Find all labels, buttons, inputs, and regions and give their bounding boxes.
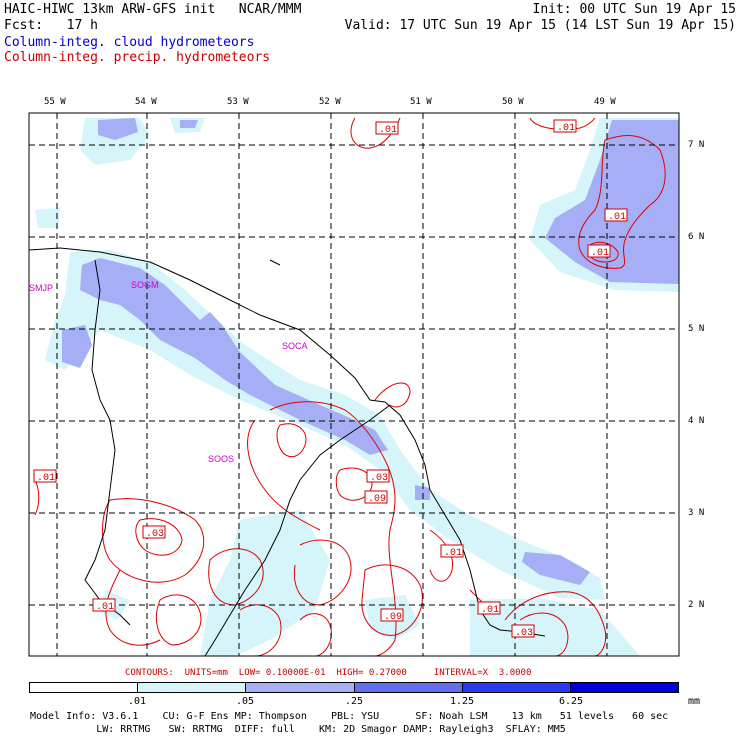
cloud-shade-light xyxy=(35,208,60,228)
contour-value-labels: .01 .01 .01 .01 .01 .03 .09 .03 .01 .01 … xyxy=(33,119,628,639)
model-info-line1: Model Info: V3.6.1 CU: G-F Ens MP: Thomp… xyxy=(30,711,669,722)
model-info-line2: LW: RRTMG SW: RRTMG DIFF: full KM: 2D Sm… xyxy=(30,724,566,735)
contour-label: .01 xyxy=(591,248,609,259)
contour-label: .03 xyxy=(515,628,533,639)
lat-label: 3 N xyxy=(688,508,705,518)
lon-label: 52 W xyxy=(319,97,341,107)
lon-label: 50 W xyxy=(502,97,524,107)
lon-label: 51 W xyxy=(410,97,432,107)
station-label: SMJP xyxy=(29,283,53,293)
cloud-shade-medium xyxy=(522,552,590,585)
colorbar-label: .05 xyxy=(235,696,255,707)
colorbar-bin xyxy=(138,683,247,692)
colorbar-unit: mm xyxy=(687,696,701,707)
cloud-shade-medium xyxy=(62,325,92,368)
lon-label: 49 W xyxy=(594,97,616,107)
contour-label: .09 xyxy=(368,494,386,505)
contour-label: .01 xyxy=(96,602,114,613)
legend-precip: Column-integ. precip. hydrometeors xyxy=(4,50,271,65)
contour-label: .01 xyxy=(444,548,462,559)
colorbar-bin xyxy=(246,683,355,692)
contour-label: .01 xyxy=(608,212,626,223)
valid-time: Valid: 17 UTC Sun 19 Apr 15 (14 LST Sun … xyxy=(344,18,736,33)
contours-info: CONTOURS: UNITS=mm LOW= 0.10000E-01 HIGH… xyxy=(125,668,532,678)
colorbar-bin xyxy=(462,683,571,692)
cloud-shade-medium xyxy=(415,485,430,500)
station-label: SOCA xyxy=(282,341,308,351)
stations: SMJP SOGM SOCA SOOS xyxy=(29,280,308,464)
colorbar-label: 1.25 xyxy=(449,696,475,707)
legend-cloud: Column-integ. cloud hydrometeors xyxy=(4,35,255,50)
cloud-shade-medium xyxy=(98,118,138,140)
shading-layer xyxy=(35,118,679,656)
graticule xyxy=(29,113,679,656)
forecast-hour: Fcst: 17 h xyxy=(4,18,98,33)
colorbar-bin xyxy=(30,683,139,692)
colorbar xyxy=(29,682,679,693)
contour-label: .01 xyxy=(37,473,55,484)
cloud-shade-light xyxy=(470,598,640,656)
station-label: SOOS xyxy=(208,454,234,464)
lat-label: 6 N xyxy=(688,232,705,242)
lat-label: 5 N xyxy=(688,324,705,334)
colorbar-bin xyxy=(354,683,463,692)
colorbar-label: 6.25 xyxy=(558,696,584,707)
colorbar-label: .25 xyxy=(344,696,364,707)
precip-contours xyxy=(34,117,666,656)
cloud-shade-light xyxy=(200,510,330,656)
cloud-shade-medium xyxy=(80,258,388,455)
contour-label: .09 xyxy=(384,612,402,623)
lon-label: 54 W xyxy=(135,97,157,107)
colorbar-label: .01 xyxy=(127,696,147,707)
contour-label: .01 xyxy=(379,125,397,136)
run-title: HAIC-HIWC 13km ARW-GFS init NCAR/MMM xyxy=(4,2,302,17)
contour-label: .01 xyxy=(481,605,499,616)
station-label: SOGM xyxy=(131,280,159,290)
contour-label: .03 xyxy=(146,529,164,540)
lon-label: 55 W xyxy=(44,97,66,107)
lat-label: 2 N xyxy=(688,600,705,610)
colorbar-bin xyxy=(570,683,679,692)
lat-label: 4 N xyxy=(688,416,705,426)
contour-label: .03 xyxy=(370,473,388,484)
lat-label: 7 N xyxy=(688,140,705,150)
contour-label: .01 xyxy=(557,123,575,134)
cloud-shade-medium xyxy=(180,120,198,128)
init-time: Init: 00 UTC Sun 19 Apr 15 xyxy=(532,2,737,17)
lon-label: 53 W xyxy=(227,97,249,107)
map-frame xyxy=(28,112,680,657)
